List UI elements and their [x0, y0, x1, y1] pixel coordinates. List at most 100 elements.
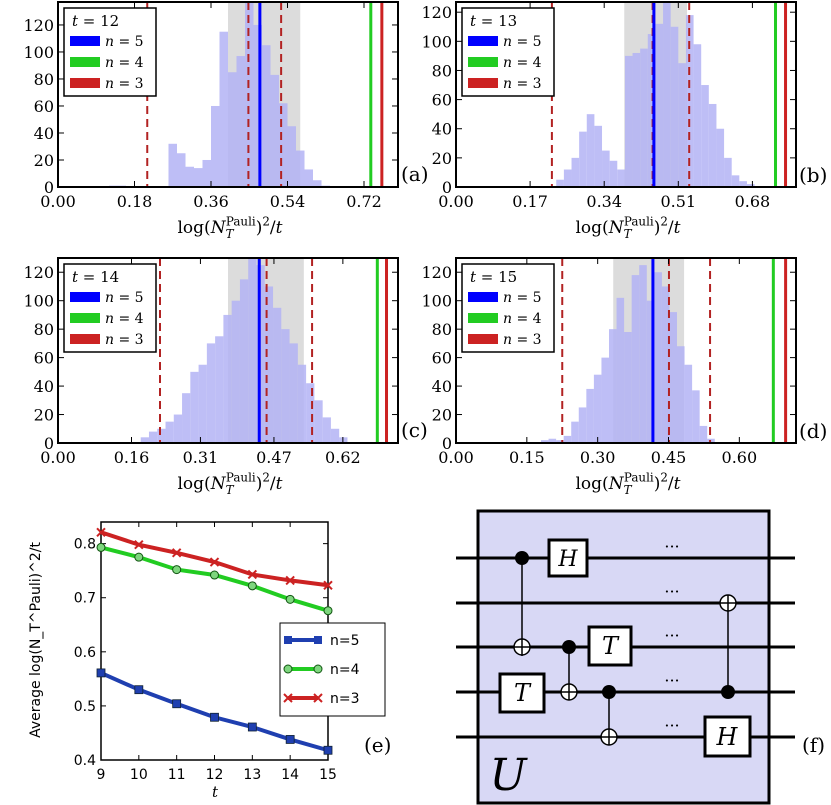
histogram-bar	[746, 184, 755, 187]
legend-label-part: 5	[528, 34, 541, 50]
histogram-bar	[655, 23, 664, 187]
legend-label: n = 4	[105, 311, 144, 327]
histogram-bar	[185, 166, 194, 187]
legend-label-part: =	[114, 55, 130, 71]
legend-label-part: 3	[130, 76, 143, 92]
x-tick-label: 0.36	[193, 192, 229, 211]
y-tick-label: 100	[421, 32, 452, 51]
x-tick-label: 0.16	[114, 448, 150, 467]
y-tick-label: 0.4	[74, 753, 96, 769]
histogram-bar	[556, 440, 564, 443]
legend-marker	[283, 693, 293, 703]
histogram-panel: 0 20 40 60 80 100 120 0.00 0.15 0.30 0.45 0.60 log(N…	[421, 257, 827, 497]
ellipsis: ···	[664, 716, 679, 735]
y-tick-label: 0	[442, 178, 452, 197]
histogram-bar	[640, 48, 648, 187]
x-tick-label: 0.51	[660, 192, 696, 211]
y-tick-label: 40	[432, 120, 452, 139]
x-tick-label: 14	[281, 767, 299, 783]
histogram-bar	[632, 52, 641, 187]
axes-frame	[57, 257, 399, 444]
x-axis-label-part: Pauli	[624, 215, 654, 229]
x-tick-label: 10	[130, 767, 148, 783]
x-axis-label-part: 2	[262, 214, 270, 228]
histogram-bar	[563, 169, 572, 187]
legend-label-part: n	[503, 34, 512, 50]
histogram-bar	[609, 160, 618, 187]
x-axis-label-part: )	[256, 474, 263, 494]
data-point	[247, 581, 257, 591]
legend-swatch	[70, 313, 100, 323]
x-axis-label-part: T	[226, 483, 235, 497]
legend-label-part: =	[512, 76, 528, 92]
histogram-bar	[297, 364, 307, 443]
legend-swatch	[468, 57, 498, 67]
legend-label-part: n	[503, 55, 512, 71]
histogram-bar	[287, 126, 296, 187]
gate-label: T	[602, 632, 620, 660]
gate-box	[703, 715, 752, 758]
x-tick-label: 0.00	[438, 448, 474, 467]
data-point	[209, 557, 220, 567]
legend-label-part: 5	[130, 34, 143, 50]
legend-swatch	[468, 334, 498, 344]
legend-title-part: =	[476, 268, 493, 286]
histogram-bar	[182, 393, 191, 443]
data-point	[285, 594, 295, 604]
histogram-bar	[262, 45, 271, 187]
x-tick-label: 0.00	[438, 192, 474, 211]
legend-title-part: t	[72, 268, 79, 286]
legend-label: n=3	[330, 691, 360, 707]
x-axis-label-part: log(	[576, 474, 609, 494]
legend-label: n=4	[330, 662, 360, 678]
legend-label: n = 3	[503, 332, 542, 348]
histogram-panel: 0 20 40 60 80 100 120 0.00 0.16 0.31 0.47 0.62 log(N…	[23, 257, 428, 497]
legend-title: t = 12	[72, 12, 119, 30]
histogram-bar	[248, 258, 257, 443]
legend-label-part: 3	[528, 76, 541, 92]
legend-label-part: 5	[528, 290, 541, 306]
x-axis-label: log(NTPauli)2/t	[576, 214, 681, 240]
histogram-bar	[253, 24, 262, 187]
x-axis-label-part: T	[226, 227, 235, 241]
legend-title-part: =	[476, 12, 493, 30]
legend-title-part: 14	[95, 268, 119, 286]
control-dot	[602, 685, 616, 699]
plot-area	[541, 258, 788, 443]
ellipsis: ···	[664, 582, 679, 601]
y-tick-label: 80	[432, 320, 452, 339]
legend-label-part: n	[503, 332, 512, 348]
data-point	[285, 575, 295, 586]
x-axis-label-part: N	[210, 218, 227, 238]
y-tick-label: 0.7	[74, 591, 96, 607]
histogram-bar	[661, 286, 670, 443]
x-tick-label: 0.60	[722, 448, 758, 467]
histogram-bar	[165, 421, 174, 443]
x-axis-label: log(NTPauli)2/t	[178, 470, 283, 496]
histogram-bar	[739, 181, 747, 187]
x-axis-label-part: log(	[178, 474, 211, 494]
histogram-bar	[322, 417, 331, 443]
histogram-bar	[273, 307, 282, 443]
histogram-bar	[693, 44, 702, 187]
y-tick-label: 60	[432, 91, 452, 110]
histogram-bar	[173, 414, 183, 443]
histogram-bar	[586, 388, 594, 443]
histogram-bar	[228, 72, 237, 187]
histogram-bar	[578, 407, 587, 443]
histogram-bar	[548, 438, 557, 443]
histogram-bar	[716, 128, 725, 187]
y-tick-label: 80	[34, 320, 54, 339]
histogram-bar	[617, 169, 625, 187]
x-axis-label-part: Pauli	[226, 471, 256, 485]
histogram-bar	[669, 312, 677, 443]
y-tick-label: 100	[421, 292, 452, 311]
gate-box	[547, 538, 589, 578]
histogram-bar	[330, 428, 340, 443]
legend-label-part: 3	[528, 332, 541, 348]
histogram-bar	[313, 180, 322, 187]
data-point	[96, 527, 106, 537]
x-axis-label-part: t	[674, 218, 681, 238]
panel-label: (f)	[802, 733, 825, 757]
